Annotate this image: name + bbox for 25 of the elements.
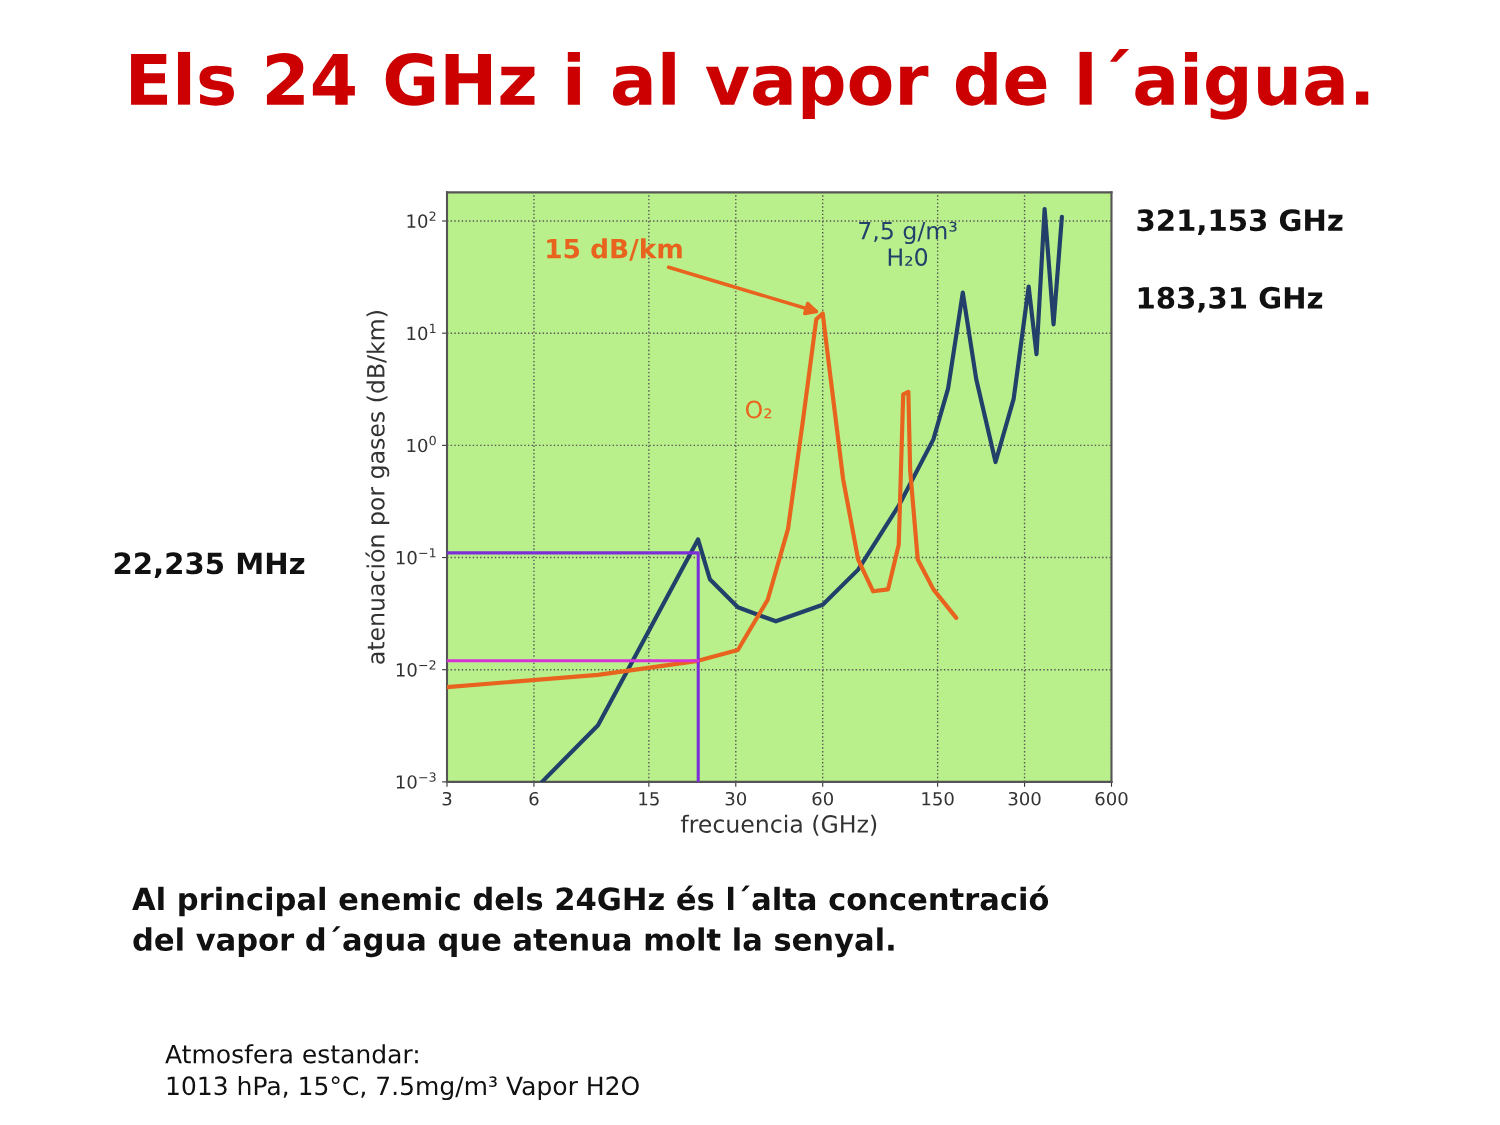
series-label: 7,5 g/m³ H₂0 bbox=[859, 221, 957, 266]
text: 22,235 MHz bbox=[114, 552, 305, 579]
x-axis-title: frecuencia (GHz) bbox=[680, 814, 877, 836]
annotation: 15 dB/km bbox=[547, 238, 682, 261]
x-tick-label: 600 bbox=[1095, 791, 1128, 806]
series-label: O₂ bbox=[745, 400, 772, 419]
y-tick-label: 10$^{1}$ bbox=[407, 323, 436, 341]
text: Al principal enemic dels 24GHz és l´alta concentració del vapor d´agua que atenua molt la senyal. bbox=[132, 885, 1049, 958]
x-tick-label: 300 bbox=[1008, 791, 1041, 806]
chart-title: Els 24 GHz i al vapor de l´aigua. bbox=[131, 49, 1369, 120]
y-tick-label: 10$^{−3}$ bbox=[396, 772, 436, 789]
x-tick-label: 150 bbox=[922, 791, 954, 806]
x-tick-label: 60 bbox=[812, 791, 833, 806]
y-tick-label: 10$^{−1}$ bbox=[396, 548, 436, 565]
text: Atmosfera estandar: 1013 hPa, 15°C, 7.5mg/m³ Vapor H2O bbox=[165, 1044, 639, 1101]
text: 321,153 GHz bbox=[1137, 209, 1343, 235]
x-tick-label: 3 bbox=[442, 791, 452, 806]
y-tick-label: 10$^{2}$ bbox=[407, 211, 436, 228]
x-tick-label: 30 bbox=[725, 791, 747, 806]
x-tick-label: 6 bbox=[529, 791, 539, 806]
y-tick-label: 10$^{0}$ bbox=[407, 435, 436, 453]
text: 183,31 GHz bbox=[1138, 286, 1323, 313]
y-axis-title: atenuación por gases (dB/km) bbox=[365, 311, 390, 664]
y-tick-label: 10$^{−2}$ bbox=[396, 660, 436, 677]
x-tick-label: 15 bbox=[639, 792, 659, 806]
